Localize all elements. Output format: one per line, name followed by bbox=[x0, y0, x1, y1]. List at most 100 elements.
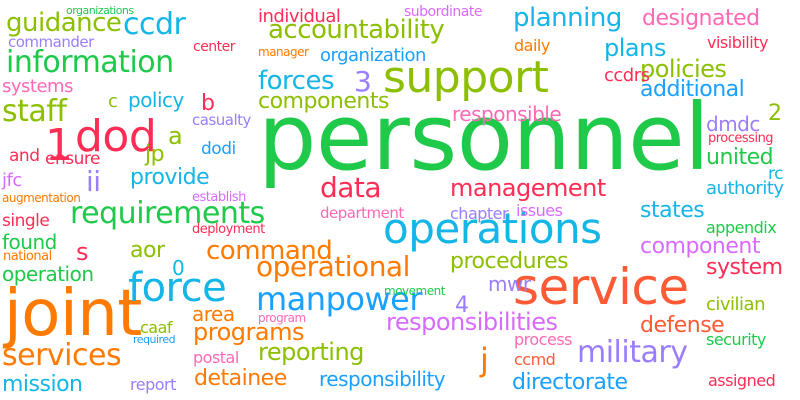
word-issues: issues bbox=[516, 201, 563, 220]
word-dodi: dodi bbox=[201, 139, 236, 159]
word-mwr: mwr bbox=[488, 272, 531, 296]
word-operations: operations bbox=[383, 204, 602, 253]
word-casualty: casualty bbox=[192, 111, 251, 129]
word-j: j bbox=[480, 341, 489, 379]
word-united: united bbox=[706, 145, 774, 170]
word-services: services bbox=[2, 338, 122, 373]
word-detainee: detainee bbox=[194, 366, 287, 391]
word-organizations: organizations bbox=[66, 4, 134, 17]
word-program: program bbox=[258, 311, 306, 325]
word-postal: postal bbox=[193, 348, 239, 367]
word-process: process bbox=[514, 330, 572, 349]
word-components: components bbox=[258, 89, 389, 114]
word-organization: organization bbox=[320, 45, 426, 66]
word-caaf: caaf bbox=[140, 318, 173, 337]
word-programs: programs bbox=[193, 318, 304, 346]
word-directorate: directorate bbox=[512, 370, 628, 395]
word-policies: policies bbox=[640, 55, 727, 83]
word-procedures: procedures bbox=[450, 249, 569, 274]
word-jfc: jfc bbox=[2, 170, 22, 191]
word-component: component bbox=[640, 234, 760, 259]
word-management: management bbox=[450, 174, 606, 202]
word-ii: ii bbox=[86, 165, 101, 198]
word-military: military bbox=[577, 335, 688, 370]
word-ccdrs: ccdrs bbox=[604, 65, 650, 86]
word-manpower: manpower bbox=[256, 280, 422, 318]
word-operational: operational bbox=[256, 250, 410, 283]
word-department: department bbox=[320, 204, 404, 222]
word-area: area bbox=[192, 302, 235, 326]
word-and: and bbox=[9, 146, 40, 166]
word-found: found bbox=[2, 230, 57, 254]
word-forces: forces bbox=[258, 66, 335, 96]
word-ccmd: ccmd bbox=[514, 350, 556, 369]
word-rc: rc bbox=[768, 164, 783, 184]
word-responsibilities: responsibilities bbox=[386, 308, 558, 336]
word-2: 2 bbox=[768, 101, 782, 126]
word-accountability: accountability bbox=[268, 15, 445, 45]
word-augmentation: augmentation bbox=[2, 191, 81, 205]
word-mission: mission bbox=[2, 372, 83, 397]
word-0: 0 bbox=[172, 256, 185, 280]
word-required: required bbox=[133, 333, 176, 346]
word-a: a bbox=[168, 122, 183, 150]
word-joint: joint bbox=[4, 277, 142, 351]
word-establish: establish bbox=[192, 190, 246, 205]
word-individual: individual bbox=[258, 6, 341, 27]
word-operation: operation bbox=[2, 262, 94, 286]
word-defense: defense bbox=[640, 313, 725, 338]
word-systems: systems bbox=[2, 76, 73, 97]
word-security: security bbox=[706, 330, 766, 349]
word-national: national bbox=[3, 249, 52, 264]
word-report: report bbox=[130, 375, 176, 394]
word-aor: aor bbox=[130, 238, 165, 263]
word-commander: commander bbox=[8, 33, 94, 51]
word-visibility: visibility bbox=[707, 33, 768, 52]
word-ensure: ensure bbox=[45, 149, 100, 169]
word-4: 4 bbox=[455, 293, 469, 318]
word-designated: designated bbox=[642, 6, 760, 31]
word-s: s bbox=[76, 238, 89, 266]
word-command: command bbox=[206, 236, 333, 266]
word-jp: jp bbox=[145, 142, 165, 167]
word-information: information bbox=[6, 45, 174, 80]
word-1: 1 bbox=[45, 120, 73, 171]
word-additional: additional bbox=[640, 77, 745, 102]
word-responsible: responsible bbox=[452, 102, 562, 126]
word-dmdc: dmdc bbox=[706, 112, 760, 136]
word-center: center bbox=[193, 39, 236, 55]
word-movement: movement bbox=[384, 284, 445, 298]
word-subordinate: subordinate bbox=[404, 4, 482, 20]
word-civilian: civilian bbox=[706, 294, 766, 315]
word-support: support bbox=[383, 52, 549, 103]
word-system: system bbox=[706, 255, 783, 280]
word-daily: daily bbox=[514, 36, 550, 55]
word-manager: manager bbox=[258, 45, 309, 59]
word-policy: policy bbox=[128, 88, 184, 112]
word-staff: staff bbox=[2, 94, 67, 129]
word-processing: processing bbox=[708, 131, 774, 146]
word-guidance: guidance bbox=[6, 8, 122, 38]
word-provide: provide bbox=[130, 165, 210, 190]
word-chapter: chapter bbox=[450, 204, 509, 223]
word-appendix: appendix bbox=[706, 218, 777, 237]
word-authority: authority bbox=[706, 178, 784, 199]
word-personnel: personnel bbox=[258, 84, 710, 191]
word-service: service bbox=[513, 258, 689, 316]
word-single: single bbox=[2, 211, 50, 231]
word-dod: dod bbox=[75, 111, 157, 162]
word-planning: planning bbox=[513, 3, 622, 33]
word-b: b bbox=[201, 91, 215, 116]
word-states: states bbox=[640, 198, 705, 223]
word-force: force bbox=[128, 265, 227, 311]
word-plans: plans bbox=[604, 34, 666, 62]
word-requirements: requirements bbox=[70, 196, 265, 231]
word-assigned: assigned bbox=[708, 371, 776, 390]
word-c: c bbox=[108, 91, 118, 112]
word-responsibility: responsibility bbox=[319, 367, 446, 391]
word-3: 3 bbox=[354, 65, 372, 98]
word-reporting: reporting bbox=[258, 338, 364, 366]
word-ccdr: ccdr bbox=[123, 7, 186, 42]
word-deployment: deployment bbox=[192, 222, 265, 237]
